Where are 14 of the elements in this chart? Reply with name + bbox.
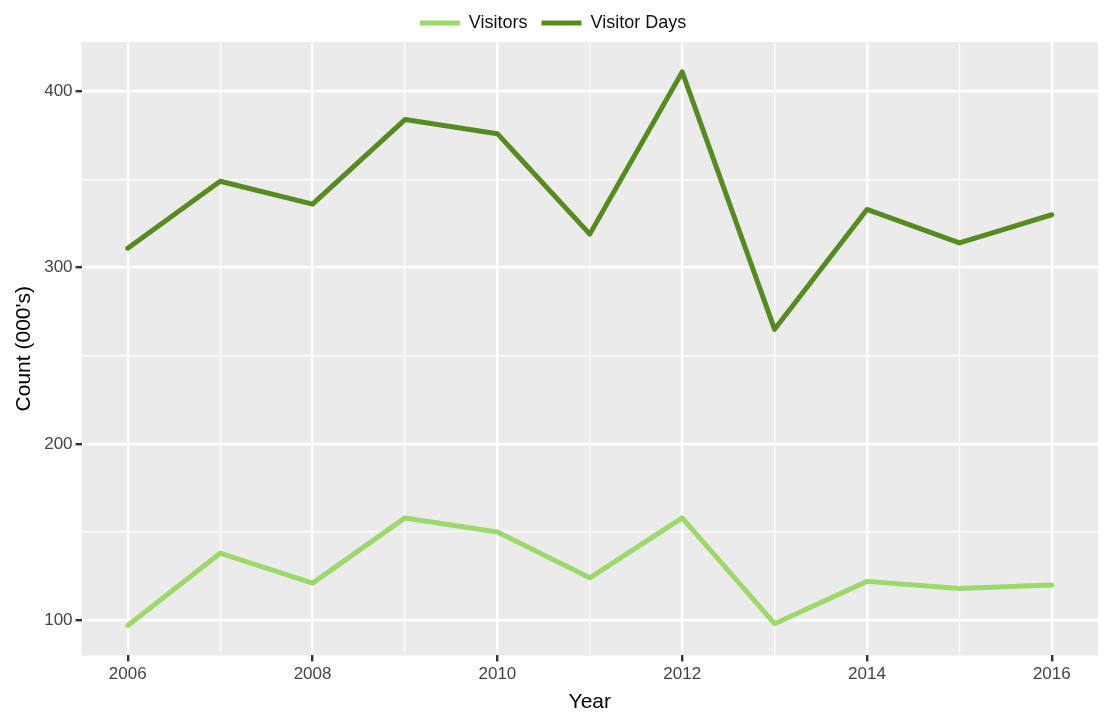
x-tick-label: 2016 <box>1032 664 1071 684</box>
y-axis-title: Count (000's) <box>11 286 35 412</box>
y-tick-label: 300 <box>44 257 73 277</box>
legend-label: Visitor Days <box>590 11 687 32</box>
y-tick-label: 400 <box>44 81 73 101</box>
x-tick-label: 2010 <box>478 664 517 684</box>
x-axis-title: Year <box>568 689 611 713</box>
y-tick-label: 200 <box>44 433 73 453</box>
x-tick-label: 2012 <box>663 664 702 684</box>
legend-label: Visitors <box>468 11 528 32</box>
x-tick-label: 2008 <box>293 664 332 684</box>
x-tick-label: 2006 <box>108 664 147 684</box>
y-tick-label: 100 <box>44 609 73 629</box>
x-tick-label: 2014 <box>848 664 886 684</box>
